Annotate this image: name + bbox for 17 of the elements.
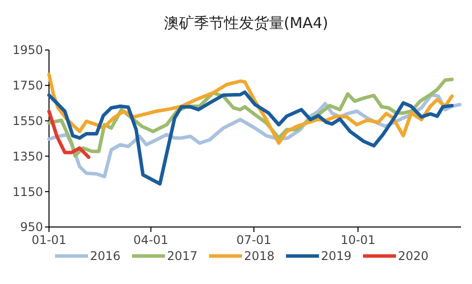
- y-tick-label: 950: [20, 220, 43, 234]
- legend-label: 2019: [321, 249, 352, 263]
- legend-label: 2020: [398, 249, 429, 263]
- legend-label: 2018: [244, 249, 275, 263]
- y-tick-label: 1750: [12, 78, 43, 93]
- line-series: [47, 109, 90, 159]
- x-tick-label: 04-01: [133, 233, 168, 247]
- y-tick-label: 1950: [12, 43, 43, 58]
- y-tick-label: 1350: [12, 149, 43, 164]
- x-tick-label: 07-01: [236, 233, 272, 247]
- x-tick-label: 10-01: [340, 233, 376, 247]
- chart-title: 澳矿季节性发货量(MA4): [164, 14, 328, 32]
- legend-label: 2016: [90, 249, 121, 263]
- y-tick-label: 1550: [12, 114, 43, 128]
- y-tick-label: 1150: [12, 184, 43, 199]
- legend-label: 2017: [167, 249, 198, 263]
- x-tick-label: 01-01: [32, 233, 66, 247]
